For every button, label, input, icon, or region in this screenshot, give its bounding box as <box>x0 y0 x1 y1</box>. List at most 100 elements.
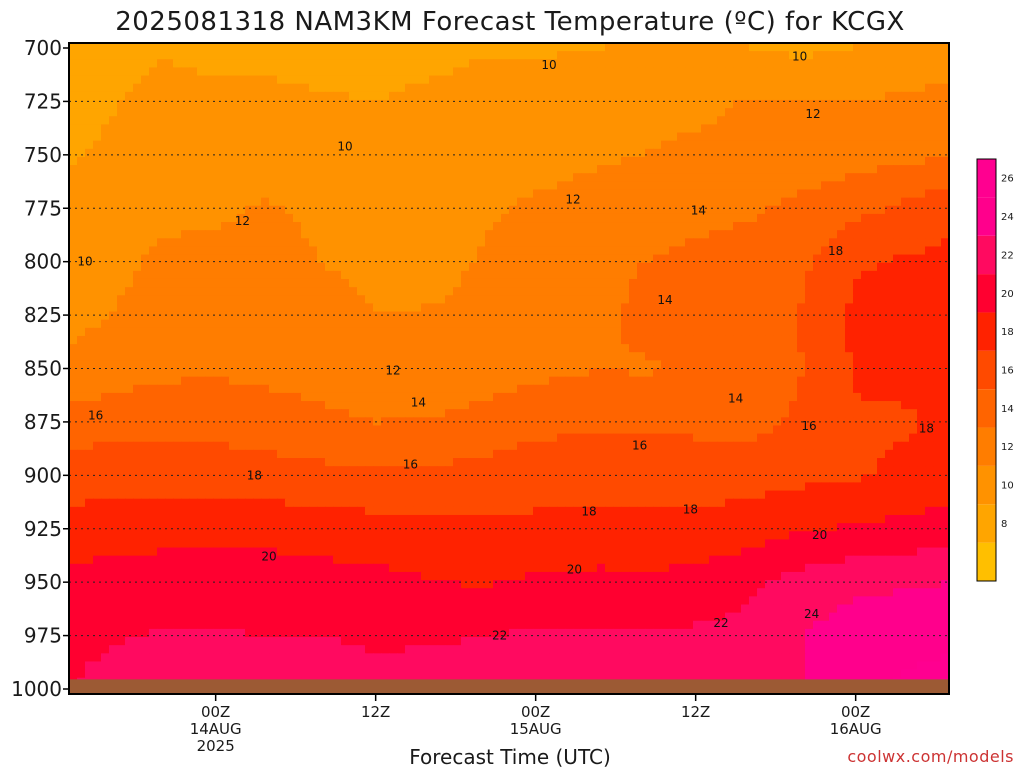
temperature-cell <box>877 352 886 361</box>
temperature-cell <box>477 254 486 264</box>
temperature-cell <box>285 287 294 296</box>
temperature-cell <box>805 59 814 69</box>
temperature-cell <box>285 303 294 313</box>
temperature-cell <box>189 213 198 223</box>
temperature-cell <box>589 270 598 280</box>
temperature-cell <box>205 181 214 191</box>
temperature-cell <box>613 156 622 166</box>
temperature-cell <box>357 384 366 394</box>
temperature-cell <box>125 197 134 207</box>
temperature-cell <box>325 311 334 321</box>
temperature-cell <box>213 319 222 329</box>
temperature-cell <box>413 262 422 272</box>
temperature-cell <box>837 116 846 125</box>
temperature-cell <box>805 360 814 370</box>
temperature-cell <box>893 132 902 142</box>
temperature-cell <box>69 140 78 150</box>
temperature-cell <box>661 197 670 207</box>
temperature-cell <box>293 108 302 117</box>
temperature-cell <box>277 327 286 337</box>
temperature-cell <box>693 278 702 288</box>
temperature-cell <box>445 132 454 142</box>
temperature-cell <box>893 108 902 117</box>
temperature-cell <box>325 116 334 125</box>
temperature-cell <box>909 392 918 402</box>
temperature-cell <box>733 181 742 191</box>
temperature-cell <box>861 67 870 77</box>
temperature-cell <box>349 335 358 345</box>
temperature-cell <box>557 99 566 109</box>
temperature-cell <box>629 319 638 329</box>
temperature-cell <box>501 303 510 313</box>
temperature-cell <box>845 376 854 386</box>
temperature-cell <box>709 222 718 231</box>
temperature-cell <box>397 132 406 142</box>
temperature-cell <box>349 83 358 93</box>
temperature-cell <box>885 230 894 239</box>
temperature-cell <box>341 360 350 370</box>
temperature-cell <box>581 59 590 69</box>
temperature-cell <box>797 230 806 239</box>
temperature-cell <box>933 311 942 321</box>
temperature-cell <box>789 181 798 191</box>
temperature-cell <box>741 165 750 174</box>
temperature-cell <box>269 205 278 215</box>
temperature-cell <box>317 75 326 85</box>
temperature-cell <box>309 213 318 223</box>
temperature-cell <box>469 205 478 215</box>
temperature-cell <box>533 83 542 93</box>
temperature-cell <box>341 392 350 402</box>
temperature-cell <box>893 222 902 231</box>
temperature-cell <box>757 67 766 77</box>
temperature-cell <box>605 295 614 304</box>
temperature-cell <box>517 75 526 85</box>
temperature-cell <box>461 360 470 370</box>
temperature-cell <box>213 205 222 215</box>
temperature-cell <box>197 132 206 142</box>
temperature-cell <box>837 344 846 353</box>
temperature-cell <box>773 205 782 215</box>
temperature-cell <box>653 165 662 174</box>
temperature-cell <box>197 335 206 345</box>
temperature-cell <box>517 368 526 378</box>
temperature-cell <box>325 59 334 69</box>
temperature-cell <box>413 368 422 378</box>
temperature-cell <box>461 205 470 215</box>
temperature-cell <box>485 205 494 215</box>
temperature-cell <box>733 91 742 101</box>
temperature-cell <box>925 230 934 239</box>
temperature-cell <box>933 303 942 313</box>
temperature-cell <box>829 116 838 125</box>
temperature-cell <box>269 295 278 304</box>
temperature-cell <box>717 205 726 215</box>
temperature-cell <box>613 262 622 272</box>
temperature-cell <box>197 278 206 288</box>
temperature-cell <box>165 181 174 191</box>
temperature-cell <box>797 67 806 77</box>
temperature-cell <box>261 43 270 52</box>
temperature-cell <box>213 148 222 158</box>
temperature-cell <box>869 173 878 182</box>
temperature-cell <box>69 238 78 248</box>
temperature-cell <box>389 287 398 296</box>
temperature-cell <box>749 262 758 272</box>
temperature-cell <box>741 392 750 402</box>
temperature-cell <box>645 140 654 150</box>
temperature-cell <box>541 262 550 272</box>
temperature-cell <box>541 43 550 52</box>
temperature-cell <box>493 311 502 321</box>
temperature-cell <box>197 189 206 199</box>
temperature-cell <box>69 116 78 125</box>
temperature-cell <box>629 51 638 60</box>
temperature-cell <box>621 376 630 386</box>
temperature-cell <box>773 156 782 166</box>
temperature-cell <box>573 344 582 353</box>
temperature-cell <box>821 132 830 142</box>
temperature-cell <box>805 278 814 288</box>
temperature-cell <box>253 360 262 370</box>
temperature-cell <box>133 384 142 394</box>
temperature-cell <box>797 376 806 386</box>
temperature-cell <box>573 213 582 223</box>
temperature-cell <box>205 319 214 329</box>
temperature-cell <box>853 270 862 280</box>
